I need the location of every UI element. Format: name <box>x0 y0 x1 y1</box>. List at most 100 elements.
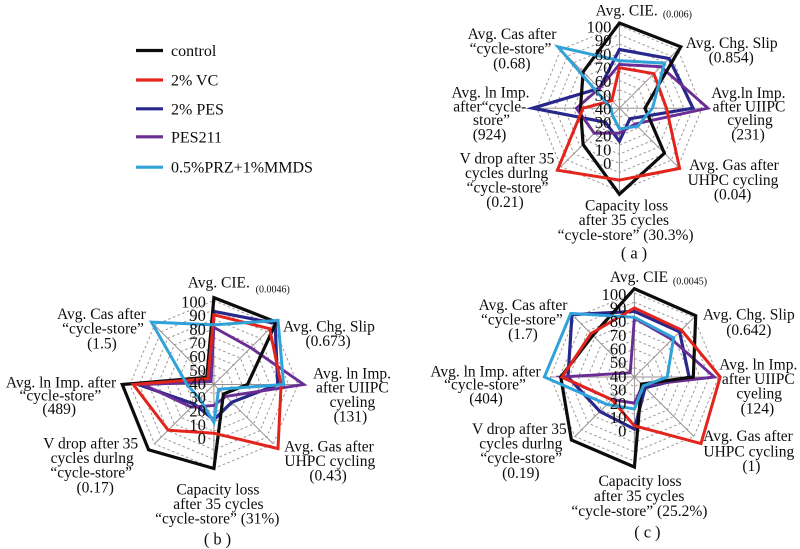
svg-text:80: 80 <box>189 320 206 339</box>
svg-text:90: 90 <box>610 299 627 318</box>
svg-text:“cycle-store” (30.3%): “cycle-store” (30.3%) <box>558 227 694 244</box>
svg-text:“cycle-store”: “cycle-store” <box>50 465 132 482</box>
svg-text:Avg. CIE: Avg. CIE <box>610 269 668 286</box>
svg-text:Avg. Gas after: Avg. Gas after <box>703 428 794 445</box>
svg-text:Capacity loss: Capacity loss <box>585 198 668 215</box>
svg-text:40: 40 <box>189 374 206 393</box>
svg-text:(a): (a) <box>621 244 651 263</box>
svg-text:V drop after 35: V drop after 35 <box>460 151 555 168</box>
svg-text:(124): (124) <box>741 401 775 418</box>
svg-text:Avg. Gas after: Avg. Gas after <box>284 439 375 456</box>
svg-text:Avg.ln Imp.: Avg.ln Imp. <box>711 85 785 102</box>
svg-text:Capacity loss: Capacity loss <box>598 473 681 490</box>
svg-text:(0.854): (0.854) <box>709 49 754 66</box>
svg-text:70: 70 <box>595 59 612 78</box>
svg-text:“cycle-store”: “cycle-store” <box>481 312 563 329</box>
svg-text:UHPC cycling: UHPC cycling <box>688 172 779 189</box>
svg-text:20: 20 <box>610 394 627 413</box>
svg-text:90: 90 <box>595 31 612 50</box>
svg-text:after UIIPC: after UIIPC <box>722 371 795 388</box>
svg-text:(0.04): (0.04) <box>714 187 751 204</box>
svg-text:(0.43): (0.43) <box>309 468 346 485</box>
svg-text:100: 100 <box>181 293 206 312</box>
svg-text:“cycle-store”: “cycle-store” <box>470 41 552 58</box>
svg-text:(0.68): (0.68) <box>493 55 530 72</box>
svg-text:20: 20 <box>189 402 206 421</box>
svg-text:UHPC cycling: UHPC cycling <box>703 444 794 461</box>
svg-text:after 35 cycles: after 35 cycles <box>594 488 684 505</box>
svg-text:after UIIPC: after UIIPC <box>713 99 786 116</box>
svg-text:Avg. Cas after: Avg. Cas after <box>479 297 569 314</box>
svg-text:100: 100 <box>602 285 627 304</box>
svg-text:cycles durlng: cycles durlng <box>479 436 562 453</box>
svg-text:after 35 cycles: after 35 cycles <box>579 212 669 229</box>
svg-text:(0.0045): (0.0045) <box>673 276 707 287</box>
svg-text:60: 60 <box>189 347 206 366</box>
svg-text:UHPC cycling: UHPC cycling <box>284 453 375 470</box>
svg-text:Avg. Chg. Slip: Avg. Chg. Slip <box>686 35 778 52</box>
svg-text:Avg. ln Imp.: Avg. ln Imp. <box>313 365 391 382</box>
svg-text:(231): (231) <box>731 127 765 144</box>
svg-text:30: 30 <box>189 388 206 407</box>
svg-text:10: 10 <box>189 415 206 434</box>
svg-text:“cycle-store”: “cycle-store” <box>480 450 562 467</box>
svg-text:(131): (131) <box>334 408 368 425</box>
svg-text:cycles durlng: cycles durlng <box>465 165 548 182</box>
svg-text:V drop after 35: V drop after 35 <box>472 421 567 438</box>
svg-text:50: 50 <box>189 361 206 380</box>
svg-text:50: 50 <box>610 353 627 372</box>
svg-text:20: 20 <box>595 127 612 146</box>
svg-text:cyeling: cyeling <box>736 386 782 403</box>
svg-text:Avg. ln Imp.: Avg. ln Imp. <box>719 357 797 374</box>
svg-text:10: 10 <box>610 408 627 427</box>
svg-text:“cycle-store”: “cycle-store” <box>20 388 102 405</box>
svg-text:(1.7): (1.7) <box>508 326 538 343</box>
svg-text:Avg. Chg. Slip: Avg. Chg. Slip <box>703 306 795 323</box>
svg-text:(1.5): (1.5) <box>87 335 117 352</box>
svg-text:50: 50 <box>595 86 612 105</box>
svg-text:Avg. ln Imp. after: Avg. ln Imp. after <box>6 375 117 392</box>
svg-text:(0.642): (0.642) <box>726 322 771 339</box>
svg-text:(489): (489) <box>42 401 76 418</box>
svg-text:control: control <box>171 43 217 60</box>
svg-text:80: 80 <box>610 312 627 331</box>
svg-text:60: 60 <box>595 72 612 91</box>
svg-text:30: 30 <box>595 113 612 132</box>
svg-text:0: 0 <box>198 429 206 448</box>
svg-text:Capacity loss: Capacity loss <box>176 482 259 499</box>
svg-text:90: 90 <box>189 306 206 325</box>
svg-text:Avg. Gas after: Avg. Gas after <box>689 157 780 174</box>
svg-text:cyeling: cyeling <box>727 112 773 129</box>
svg-text:(0.21): (0.21) <box>486 194 523 211</box>
svg-text:(b): (b) <box>204 530 235 549</box>
svg-text:(404): (404) <box>469 391 503 408</box>
svg-text:Avg. CIE.: Avg. CIE. <box>596 2 658 19</box>
svg-text:(c): (c) <box>634 523 664 542</box>
svg-text:Avg. ln Imp. after: Avg. ln Imp. after <box>430 364 541 381</box>
svg-text:30: 30 <box>610 380 627 399</box>
svg-text:after UIIPC: after UIIPC <box>316 380 389 397</box>
svg-text:(0.0046): (0.0046) <box>256 284 290 295</box>
svg-text:(0.673): (0.673) <box>305 333 350 350</box>
svg-text:“cycle-store”: “cycle-store” <box>467 180 549 197</box>
svg-text:60: 60 <box>610 340 627 359</box>
svg-text:(0.19): (0.19) <box>502 465 539 482</box>
svg-text:Avg. ln Imp.: Avg. ln Imp. <box>451 85 529 102</box>
svg-text:Avg. Cas after: Avg. Cas after <box>468 26 558 43</box>
svg-text:after 35 cycles: after 35 cycles <box>173 496 263 513</box>
svg-text:0: 0 <box>618 421 626 440</box>
svg-text:(924): (924) <box>473 127 507 144</box>
svg-text:Avg. Cas after: Avg. Cas after <box>57 306 147 323</box>
svg-text:after“cycle-: after“cycle- <box>453 98 526 115</box>
svg-text:(1): (1) <box>742 458 760 475</box>
svg-text:“cycle-store” (31%): “cycle-store” (31%) <box>155 510 279 527</box>
svg-text:2% PES: 2% PES <box>171 101 224 118</box>
svg-text:10: 10 <box>595 140 612 159</box>
svg-text:“cycle-store” (25.2%): “cycle-store” (25.2%) <box>571 503 707 520</box>
svg-text:PES211: PES211 <box>171 129 222 146</box>
svg-text:0: 0 <box>603 154 611 173</box>
svg-text:(0.17): (0.17) <box>76 479 113 496</box>
svg-text:V drop after 35: V drop after 35 <box>43 435 138 452</box>
svg-text:70: 70 <box>189 333 206 352</box>
svg-text:2% VC: 2% VC <box>171 73 218 90</box>
